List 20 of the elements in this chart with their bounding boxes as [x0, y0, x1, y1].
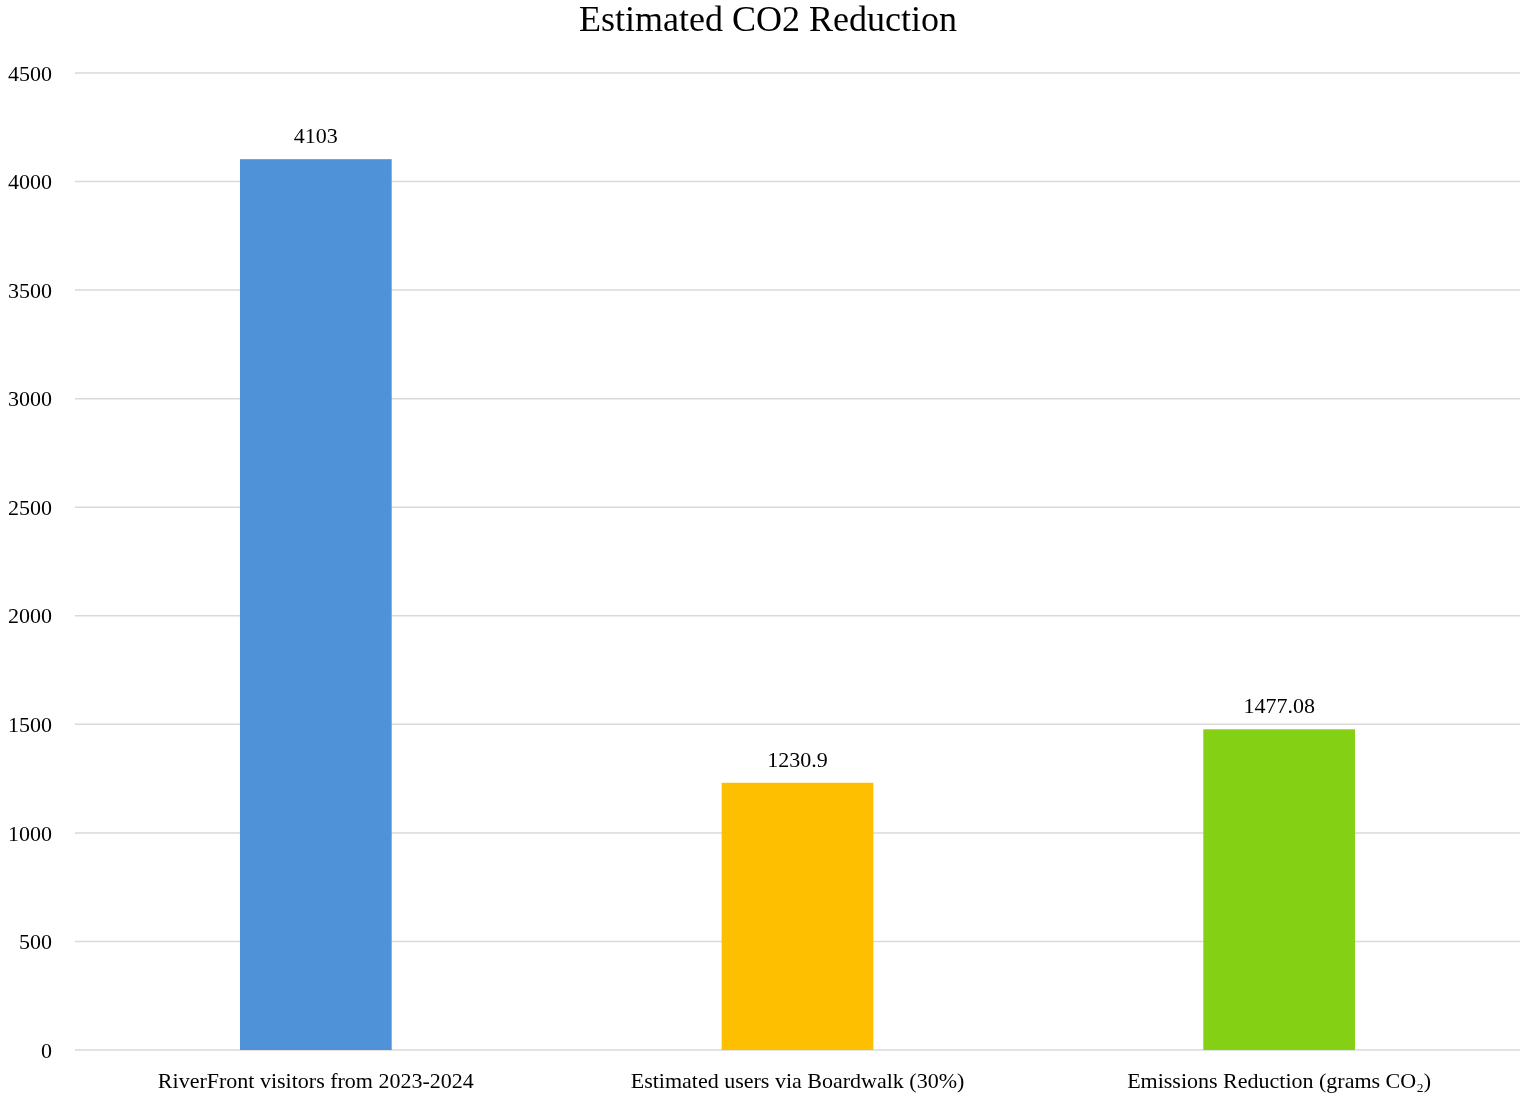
y-tick-label: 3500: [8, 277, 52, 303]
x-tick-label: Estimated users via Boardwalk (30%): [630, 1068, 965, 1093]
x-tick-label: Emissions Reduction (grams CO₂): [1127, 1068, 1432, 1093]
y-tick-label: 3000: [8, 386, 52, 412]
y-tick-label: 0: [41, 1037, 52, 1063]
y-tick-label: 1000: [8, 820, 52, 846]
bar: [721, 782, 874, 1050]
y-tick-label: 2500: [8, 494, 52, 520]
y-tick-label: 1500: [8, 712, 52, 738]
chart-title: Estimated CO2 Reduction: [579, 0, 957, 39]
y-tick-label: 4000: [8, 169, 52, 195]
y-tick-label: 4500: [8, 60, 52, 86]
y-tick-label: 500: [19, 929, 52, 955]
y-tick-label: 2000: [8, 603, 52, 629]
data-label: 4103: [293, 123, 338, 149]
x-tick-label: RiverFront visitors from 2023-2024: [157, 1068, 474, 1093]
bar: [239, 159, 392, 1050]
data-label: 1477.08: [1243, 693, 1315, 719]
data-label: 1230.9: [767, 746, 828, 772]
bar: [1203, 729, 1356, 1050]
